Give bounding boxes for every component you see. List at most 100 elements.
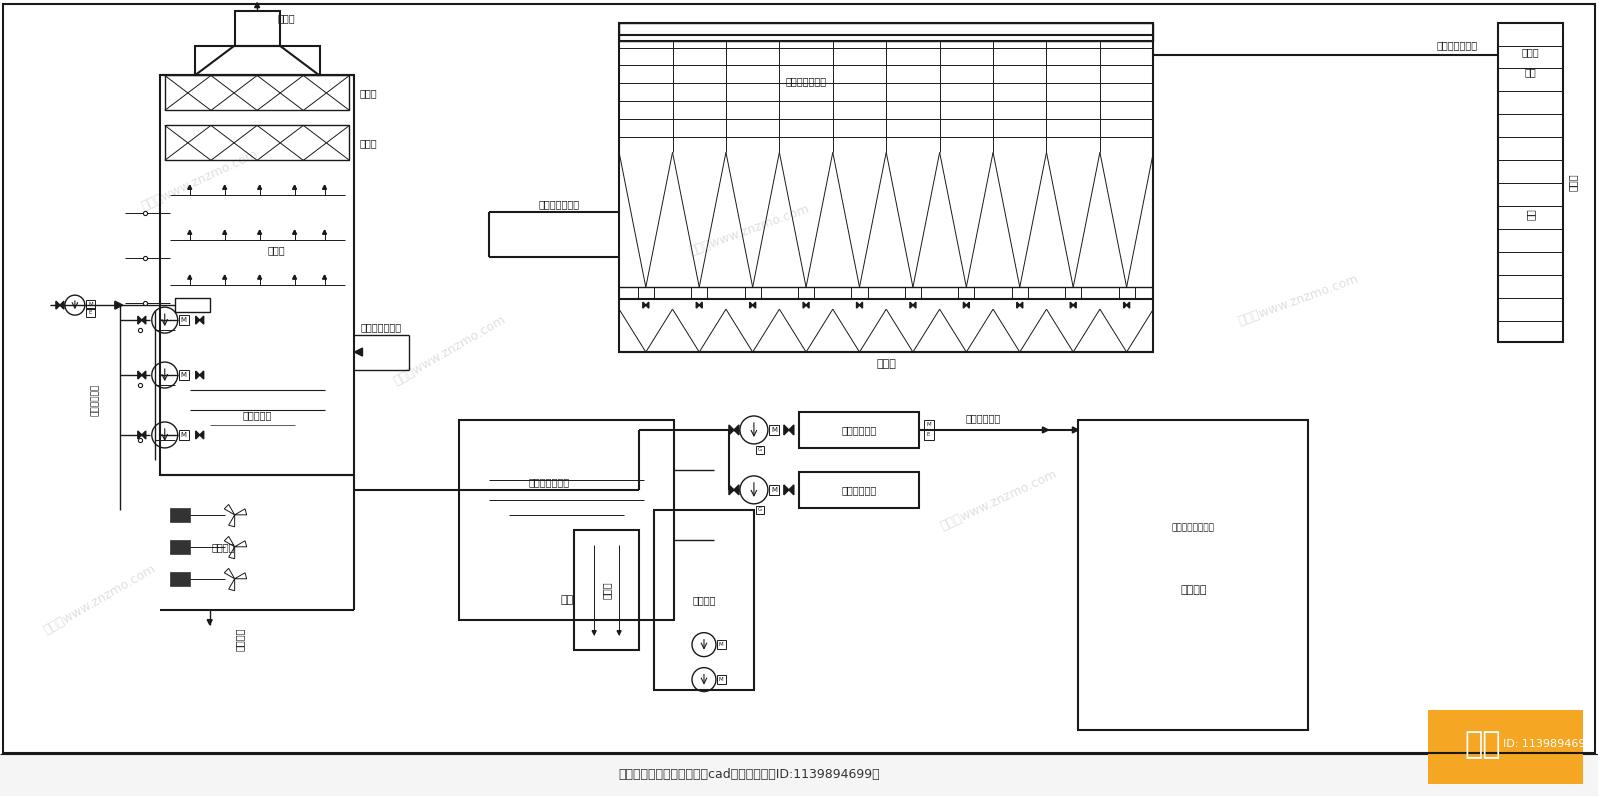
Polygon shape — [910, 302, 915, 308]
Bar — [170, 571, 190, 586]
Polygon shape — [293, 275, 296, 279]
Bar — [574, 530, 638, 650]
Text: 知末网www.znzmo.com: 知末网www.znzmo.com — [42, 562, 158, 637]
Bar — [638, 287, 654, 299]
Text: 浆液循环管: 浆液循环管 — [243, 410, 272, 420]
Text: 蒸发系统: 蒸发系统 — [1181, 585, 1206, 595]
Text: E: E — [926, 433, 930, 438]
Bar — [654, 510, 754, 689]
Polygon shape — [293, 186, 296, 190]
Polygon shape — [1043, 427, 1048, 433]
Text: 泵房: 泵房 — [560, 595, 573, 605]
Text: 知末网www.znzmo.com: 知末网www.znzmo.com — [938, 467, 1059, 532]
Polygon shape — [784, 485, 794, 495]
Polygon shape — [138, 371, 146, 379]
Bar — [717, 640, 726, 649]
Polygon shape — [222, 186, 227, 190]
Text: M: M — [771, 427, 778, 433]
Bar — [923, 430, 934, 440]
Text: M: M — [181, 372, 187, 378]
Text: 锅炉: 锅炉 — [1525, 208, 1536, 220]
Text: 气口: 气口 — [1525, 68, 1536, 77]
Text: 湿法烟气脱硫系统工艺流程cad施工图下载【ID:1139894699】: 湿法烟气脱硫系统工艺流程cad施工图下载【ID:1139894699】 — [618, 768, 880, 781]
Bar — [1078, 420, 1309, 729]
Polygon shape — [1072, 427, 1078, 433]
Text: 喷淋层: 喷淋层 — [267, 245, 285, 255]
Bar — [755, 446, 763, 454]
Polygon shape — [784, 425, 794, 435]
Bar — [619, 22, 1154, 41]
Text: 溢流管: 溢流管 — [602, 581, 611, 599]
Text: 知末网www.znzmo.com: 知末网www.znzmo.com — [686, 202, 811, 258]
Bar — [851, 287, 867, 299]
Polygon shape — [730, 425, 739, 435]
Polygon shape — [1123, 302, 1130, 308]
Bar — [165, 125, 349, 160]
Bar — [958, 287, 974, 299]
Bar — [798, 412, 918, 448]
Text: ID: 1139894699: ID: 1139894699 — [1502, 740, 1592, 749]
Polygon shape — [195, 431, 203, 439]
Bar — [235, 10, 280, 45]
Polygon shape — [643, 302, 650, 308]
Bar — [1498, 22, 1563, 342]
Polygon shape — [138, 316, 146, 324]
Polygon shape — [323, 186, 326, 190]
Text: 主管合格地板: 主管合格地板 — [966, 413, 1002, 423]
Text: M: M — [718, 642, 723, 647]
Text: 知末网www.znzmo.com: 知末网www.znzmo.com — [390, 312, 507, 387]
Bar — [459, 420, 674, 620]
Polygon shape — [355, 348, 363, 356]
Text: 知末网www.znzmo.com: 知末网www.znzmo.com — [1237, 273, 1360, 328]
Bar — [174, 298, 210, 312]
Text: 锅炉用: 锅炉用 — [1522, 48, 1539, 57]
Polygon shape — [750, 302, 755, 308]
Polygon shape — [293, 230, 296, 234]
Polygon shape — [258, 275, 262, 279]
Bar — [179, 370, 189, 380]
Polygon shape — [696, 302, 702, 308]
Bar — [1066, 287, 1082, 299]
Polygon shape — [195, 371, 203, 379]
Text: M: M — [181, 432, 187, 438]
Text: 板框压滤系统: 板框压滤系统 — [842, 425, 877, 435]
Polygon shape — [258, 186, 262, 190]
Bar — [1118, 287, 1134, 299]
Text: 小型蒸发浓缩系统: 小型蒸发浓缩系统 — [1171, 524, 1214, 533]
Text: E: E — [88, 310, 93, 315]
Bar — [744, 287, 760, 299]
Bar — [165, 76, 349, 111]
Text: 除尘器烟气进口: 除尘器烟气进口 — [1437, 41, 1478, 50]
Bar — [619, 22, 1154, 352]
Text: M: M — [926, 422, 931, 427]
Text: 吸收塔烟气进口: 吸收塔烟气进口 — [528, 477, 570, 487]
Text: 锅炉房: 锅炉房 — [1568, 174, 1578, 191]
Text: 清液水箱: 清液水箱 — [693, 595, 715, 605]
Bar — [1427, 709, 1582, 784]
Polygon shape — [592, 630, 597, 634]
Polygon shape — [187, 230, 192, 234]
Polygon shape — [254, 2, 259, 7]
Text: 净烟气: 净烟气 — [277, 14, 294, 24]
Bar — [717, 674, 726, 684]
Bar — [86, 308, 94, 317]
Bar — [770, 425, 779, 435]
Text: 板框压滤系统: 板框压滤系统 — [842, 485, 877, 495]
Bar — [798, 472, 918, 508]
Text: 知末网www.znzmo.com: 知末网www.znzmo.com — [139, 147, 261, 213]
Polygon shape — [323, 275, 326, 279]
Polygon shape — [208, 620, 213, 625]
Bar — [170, 508, 190, 522]
Polygon shape — [618, 630, 621, 634]
Polygon shape — [195, 316, 203, 324]
Polygon shape — [1070, 302, 1077, 308]
Polygon shape — [56, 301, 64, 309]
Bar — [179, 315, 189, 325]
Bar — [195, 45, 320, 76]
Polygon shape — [222, 230, 227, 234]
Bar — [906, 287, 922, 299]
Polygon shape — [187, 275, 192, 279]
Bar — [798, 287, 814, 299]
Text: 除尘器: 除尘器 — [877, 359, 896, 369]
Polygon shape — [730, 485, 739, 495]
